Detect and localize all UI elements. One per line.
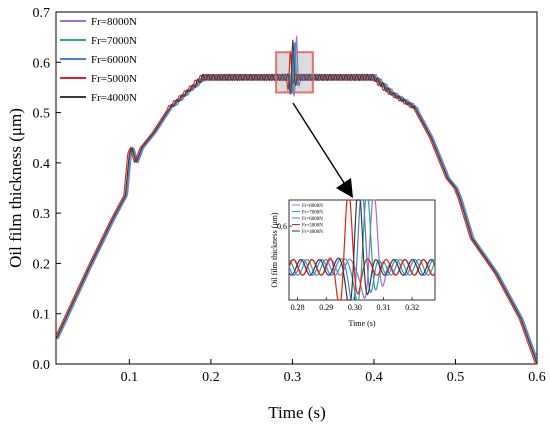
y-tick-label: 0.4: [33, 157, 51, 172]
inset-x-tick-label: 0.28: [291, 303, 305, 312]
inset-x-tick-label: 0.29: [319, 303, 333, 312]
inset-legend-label-2: Fr=6000N: [302, 217, 323, 222]
main-ticks: 0.1 0.2 0.3 0.4 0.5 0.60.00.10.20.30.40.50.60…: [33, 6, 546, 385]
zoom-series-line-4: [275, 39, 314, 95]
y-axis-title: Oil film thickness (μm): [6, 108, 25, 268]
inset-chart: 0.28 0.29 0.30 0.31 0.32 0.6 Fr=8000NFr=7000N…: [270, 199, 436, 328]
x-tick-label: 0.1: [121, 370, 139, 385]
zoom-arrow-head: [336, 178, 353, 198]
legend-label-3: Fr=5000N: [91, 73, 137, 85]
inset-x-axis-title: Time (s): [348, 319, 375, 328]
inset-x-tick-label: 0.32: [405, 303, 419, 312]
y-tick-label: 0.3: [33, 207, 51, 222]
legend-label-2: Fr=6000N: [91, 54, 137, 66]
legend-label-1: Fr=7000N: [91, 35, 137, 47]
inset-series: [288, 199, 436, 301]
x-tick-label: 0.3: [284, 370, 302, 385]
inset-series-line-2: [288, 199, 436, 301]
x-tick-label: 0.6: [528, 370, 546, 385]
inset-legend-label-4: Fr=4000N: [302, 230, 323, 235]
y-tick-label: 0.7: [33, 6, 51, 21]
plot-frame: [55, 11, 538, 365]
y-tick-label: 0.2: [33, 257, 51, 272]
zoom-box-lines: [275, 35, 314, 97]
x-tick-label: 0.4: [365, 370, 383, 385]
y-tick-label: 0.5: [33, 107, 51, 122]
zoom-arrow: [292, 102, 347, 187]
inset-legend-label-1: Fr=7000N: [302, 210, 323, 215]
legend-label-4: Fr=4000N: [91, 92, 137, 104]
legend: Fr=8000N Fr=7000N Fr=6000N Fr=5000N Fr=4000N: [60, 16, 137, 104]
inset-y-axis-title: Oil film thickness (μm): [270, 212, 279, 288]
inset-ticks: 0.28 0.29 0.30 0.31 0.32 0.6: [277, 222, 419, 312]
x-tick-label: 0.2: [202, 370, 220, 385]
y-tick-label: 0.1: [33, 308, 51, 323]
inset-y-tick-label: 0.6: [277, 222, 287, 231]
x-tick-label: 0.5: [447, 370, 465, 385]
inset-legend-label-0: Fr=8000N: [302, 204, 323, 209]
inset-legend-label-3: Fr=5000N: [302, 223, 323, 228]
x-axis-title: Time (s): [268, 403, 325, 422]
legend-label-0: Fr=8000N: [91, 16, 137, 28]
inset-series-line-3: [288, 199, 436, 301]
y-tick-label: 0.6: [33, 56, 51, 71]
inset-x-tick-label: 0.30: [348, 303, 362, 312]
inset-x-tick-label: 0.31: [376, 303, 390, 312]
y-tick-label: 0.0: [33, 358, 51, 373]
inset-series-line-4: [288, 199, 436, 301]
